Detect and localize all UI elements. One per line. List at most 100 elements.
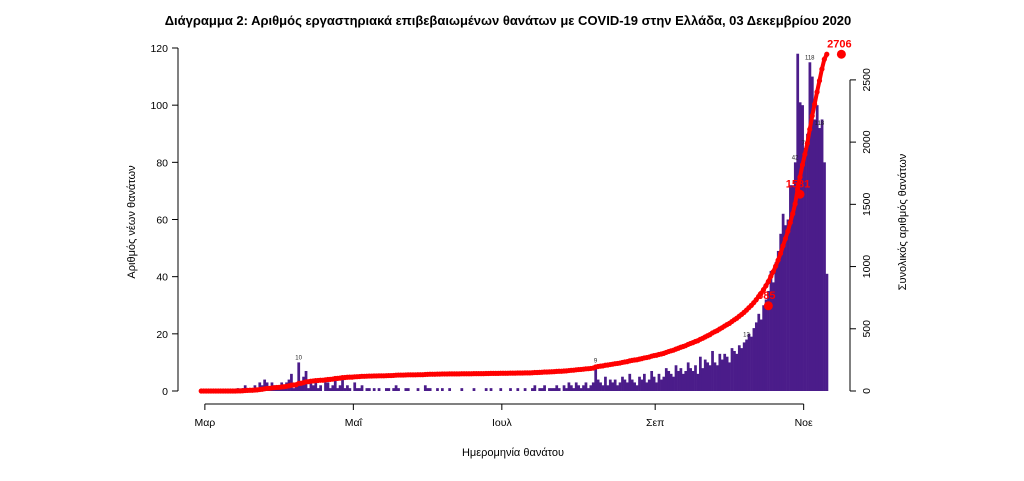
bar (635, 385, 639, 391)
cumulative-point (804, 140, 810, 147)
bar (823, 162, 826, 391)
y-tick-label: 80 (156, 157, 168, 169)
cumulative-point (812, 101, 818, 107)
x-tick-label: Νοε (795, 417, 813, 429)
y-tick-label: 100 (150, 100, 168, 112)
bar (638, 376, 641, 391)
bar (789, 185, 792, 391)
bar (645, 382, 649, 391)
bar (311, 385, 315, 391)
bar (367, 388, 371, 391)
right-axis: 0 500 1000 1500 2000 2500 (849, 68, 873, 394)
bar (319, 385, 323, 391)
bar (613, 379, 617, 391)
bar (750, 336, 753, 391)
bar (691, 370, 695, 391)
bar (694, 365, 697, 391)
bar (818, 128, 821, 392)
bar (742, 342, 746, 391)
cumulative-point (809, 113, 815, 119)
bar (703, 359, 707, 391)
bar (299, 385, 303, 391)
bar (674, 365, 678, 391)
bar (808, 62, 812, 392)
cumulative-point (814, 89, 820, 95)
bar (652, 376, 656, 391)
y2-tick-label: 1500 (861, 192, 873, 216)
bar (762, 305, 766, 391)
left-axis: 0 20 40 60 80 100 120 (150, 43, 179, 398)
bar (640, 379, 644, 391)
cumulative-point (799, 162, 806, 168)
bar (643, 373, 646, 391)
bar (679, 368, 683, 391)
bar (416, 388, 420, 391)
bar-labels: 109134272118118 (295, 55, 825, 364)
cumulative-point (773, 263, 779, 269)
bar (667, 370, 671, 391)
bar (801, 105, 804, 392)
bar (591, 382, 595, 391)
bar (810, 76, 814, 391)
bar (343, 388, 347, 391)
bar (606, 385, 610, 391)
bar (353, 382, 357, 391)
bar (406, 388, 410, 391)
bar (623, 379, 627, 391)
y-tick-label: 0 (162, 386, 168, 398)
cumulative-line-path (201, 53, 829, 393)
bar (538, 388, 542, 391)
bar (681, 373, 685, 391)
bar (290, 373, 293, 391)
bar (489, 388, 493, 391)
bar (684, 370, 688, 391)
bar (604, 376, 607, 391)
y2-tick-label: 1000 (861, 255, 873, 279)
y-tick-label: 20 (156, 329, 168, 341)
bar (708, 365, 712, 391)
bar (533, 385, 537, 391)
bar (484, 388, 488, 391)
bar (754, 322, 758, 391)
bar (336, 388, 340, 391)
bar (630, 379, 634, 391)
bar (341, 379, 344, 391)
bar (394, 385, 398, 391)
bar (584, 382, 588, 391)
x-axis-label: Ημερομηνία θανάτου (462, 447, 564, 459)
cumulative-point (807, 126, 813, 132)
bar-label: 10 (295, 355, 302, 361)
bar (397, 388, 400, 391)
bar (562, 385, 566, 391)
cumulative-point (824, 51, 830, 57)
bar (263, 379, 267, 391)
y2-tick-label: 2500 (861, 68, 873, 92)
bar (669, 373, 673, 391)
bar (718, 353, 722, 391)
bar-label: 13 (743, 333, 750, 339)
bar (650, 370, 654, 391)
bar (346, 385, 349, 391)
bar (662, 376, 666, 391)
bar (348, 388, 352, 391)
bar (698, 356, 702, 391)
bar (733, 350, 736, 391)
cumulative-point (770, 269, 776, 275)
bar (594, 365, 598, 391)
cumulative-point (787, 219, 793, 226)
bar (767, 290, 770, 391)
bar (713, 362, 717, 391)
bar (764, 299, 768, 391)
bar (664, 368, 668, 391)
bar (392, 388, 396, 391)
x-tick-label: Σεπ (646, 417, 664, 429)
bar (621, 376, 624, 391)
bar (587, 388, 590, 391)
bar-label: 118 (805, 55, 815, 61)
bar (294, 385, 298, 391)
bar (711, 350, 714, 391)
bar (523, 388, 527, 391)
bar (292, 388, 296, 391)
bar (540, 388, 544, 391)
bar (316, 388, 320, 391)
